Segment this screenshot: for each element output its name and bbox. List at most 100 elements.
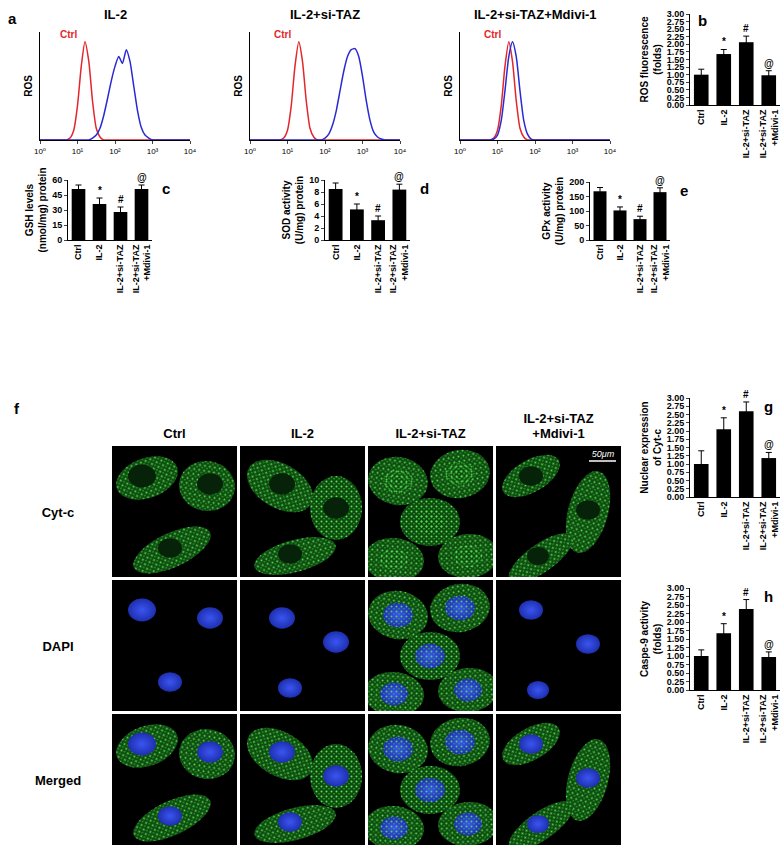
svg-text:1.75: 1.75 (667, 626, 685, 636)
svg-text:0.00: 0.00 (667, 492, 685, 502)
svg-text:IL-2+si-TAZ: IL-2+si-TAZ (373, 244, 383, 293)
svg-text:0.25: 0.25 (667, 484, 685, 494)
svg-text:GSH levels(nmol/mg) protein: GSH levels(nmol/mg) protein (24, 168, 48, 253)
svg-text:0.50: 0.50 (667, 668, 685, 678)
svg-text:Ctrl: Ctrl (484, 29, 501, 40)
svg-text:IL-2+si-TAZ+Mdivi-1: IL-2+si-TAZ+Mdivi-1 (758, 694, 780, 743)
svg-text:Ctrl: Ctrl (331, 245, 341, 261)
svg-text:150: 150 (569, 192, 584, 202)
svg-text:IL-2+si-TAZ: IL-2+si-TAZ (523, 411, 593, 426)
svg-text:IL-2: IL-2 (104, 7, 127, 22)
svg-text:10²: 10² (109, 147, 121, 156)
svg-text:10³: 10³ (147, 147, 159, 156)
svg-text:Ctrl: Ctrl (696, 110, 706, 126)
svg-text:ROS fluorescence(folds): ROS fluorescence(folds) (639, 16, 663, 103)
svg-text:10⁴: 10⁴ (394, 147, 407, 156)
svg-text:10²: 10² (529, 147, 541, 156)
svg-text:10¹: 10¹ (72, 147, 84, 156)
svg-text:c: c (162, 180, 170, 197)
svg-text:Caspe-9 activity(folds): Caspe-9 activity(folds) (639, 600, 663, 677)
svg-text:1.75: 1.75 (667, 47, 685, 57)
svg-text:10³: 10³ (567, 147, 579, 156)
svg-text:0.75: 0.75 (667, 77, 685, 87)
svg-text:IL-2: IL-2 (719, 502, 729, 518)
svg-text:@: @ (764, 439, 774, 450)
svg-text:IL-2: IL-2 (615, 245, 625, 261)
svg-text:a: a (8, 10, 17, 27)
svg-text:60: 60 (52, 175, 62, 185)
svg-text:+Mdivi-1: +Mdivi-1 (532, 426, 584, 441)
svg-text:IL-2+si-TAZ: IL-2+si-TAZ (395, 426, 465, 441)
svg-text:DAPI: DAPI (42, 639, 73, 654)
svg-text:10⁰: 10⁰ (34, 147, 46, 156)
svg-text:2.75: 2.75 (667, 401, 685, 411)
svg-text:ROS: ROS (23, 75, 34, 97)
svg-text:10¹: 10¹ (492, 147, 504, 156)
svg-text:1.25: 1.25 (667, 643, 685, 653)
svg-text:0.50: 0.50 (667, 85, 685, 95)
svg-text:2.50: 2.50 (667, 410, 685, 420)
svg-text:IL-2: IL-2 (291, 426, 314, 441)
svg-text:Ctrl: Ctrl (73, 245, 83, 261)
svg-text:IL-2+si-TAZ+Mdivi-1: IL-2+si-TAZ+Mdivi-1 (758, 501, 780, 550)
svg-text:IL-2+si-TAZ+Mdivi-1: IL-2+si-TAZ+Mdivi-1 (131, 244, 153, 293)
svg-text:*: * (355, 191, 359, 202)
svg-text:Cyt-c: Cyt-c (42, 505, 75, 520)
svg-text:4: 4 (314, 211, 319, 221)
svg-text:10: 10 (309, 175, 319, 185)
svg-text:Nuclear expressionof Cyt-c: Nuclear expressionof Cyt-c (639, 401, 663, 493)
svg-text:10⁰: 10⁰ (454, 147, 466, 156)
svg-text:#: # (743, 587, 749, 598)
svg-text:0.75: 0.75 (667, 660, 685, 670)
svg-text:g: g (764, 398, 773, 415)
svg-text:IL-2: IL-2 (719, 110, 729, 126)
svg-text:6: 6 (314, 199, 319, 209)
svg-text:IL-2+si-TAZ: IL-2+si-TAZ (115, 244, 125, 293)
svg-text:@: @ (655, 175, 665, 186)
svg-text:2.00: 2.00 (667, 617, 685, 627)
svg-text:1.75: 1.75 (667, 434, 685, 444)
svg-text:IL-2+si-TAZ: IL-2+si-TAZ (290, 7, 360, 22)
svg-text:#: # (637, 203, 643, 214)
svg-text:IL-2+si-TAZ+Mdivi-1: IL-2+si-TAZ+Mdivi-1 (474, 7, 597, 22)
svg-text:1.50: 1.50 (667, 443, 685, 453)
svg-text:IL-2+si-TAZ: IL-2+si-TAZ (741, 694, 751, 743)
svg-text:ROS: ROS (233, 75, 244, 97)
svg-text:1.00: 1.00 (667, 651, 685, 661)
svg-text:@: @ (137, 172, 147, 183)
svg-text:0: 0 (57, 235, 62, 245)
svg-text:0.50: 0.50 (667, 476, 685, 486)
svg-text:1.25: 1.25 (667, 451, 685, 461)
svg-text:Ctrl: Ctrl (274, 29, 291, 40)
svg-text:2.75: 2.75 (667, 592, 685, 602)
svg-text:10⁰: 10⁰ (244, 147, 256, 156)
svg-text:Ctrl: Ctrl (60, 29, 77, 40)
svg-text:0.25: 0.25 (667, 93, 685, 103)
svg-text:1.50: 1.50 (667, 634, 685, 644)
svg-text:*: * (98, 185, 102, 196)
svg-text:2.50: 2.50 (667, 600, 685, 610)
svg-text:GPx activity(U/mg) protein: GPx activity(U/mg) protein (541, 177, 565, 245)
svg-text:@: @ (764, 639, 774, 650)
svg-text:3.00: 3.00 (667, 393, 685, 403)
svg-text:IL-2+si-TAZ: IL-2+si-TAZ (635, 244, 645, 293)
svg-text:IL-2+si-TAZ+Mdivi-1: IL-2+si-TAZ+Mdivi-1 (649, 244, 671, 293)
svg-text:0.00: 0.00 (667, 100, 685, 110)
svg-text:*: * (618, 194, 622, 205)
svg-text:0.75: 0.75 (667, 467, 685, 477)
svg-text:#: # (743, 23, 749, 34)
svg-text:30: 30 (52, 205, 62, 215)
svg-text:Ctrl: Ctrl (696, 695, 706, 711)
svg-text:f: f (14, 400, 20, 417)
svg-text:IL-2: IL-2 (94, 245, 104, 261)
svg-text:0: 0 (579, 235, 584, 245)
svg-text:#: # (118, 194, 124, 205)
svg-text:10¹: 10¹ (282, 147, 294, 156)
svg-text:2.75: 2.75 (667, 17, 685, 27)
svg-text:15: 15 (52, 220, 62, 230)
svg-text:0.25: 0.25 (667, 677, 685, 687)
svg-text:2.25: 2.25 (667, 32, 685, 42)
svg-text:IL-2+si-TAZ: IL-2+si-TAZ (741, 501, 751, 550)
svg-text:2.00: 2.00 (667, 39, 685, 49)
svg-text:h: h (764, 588, 773, 605)
